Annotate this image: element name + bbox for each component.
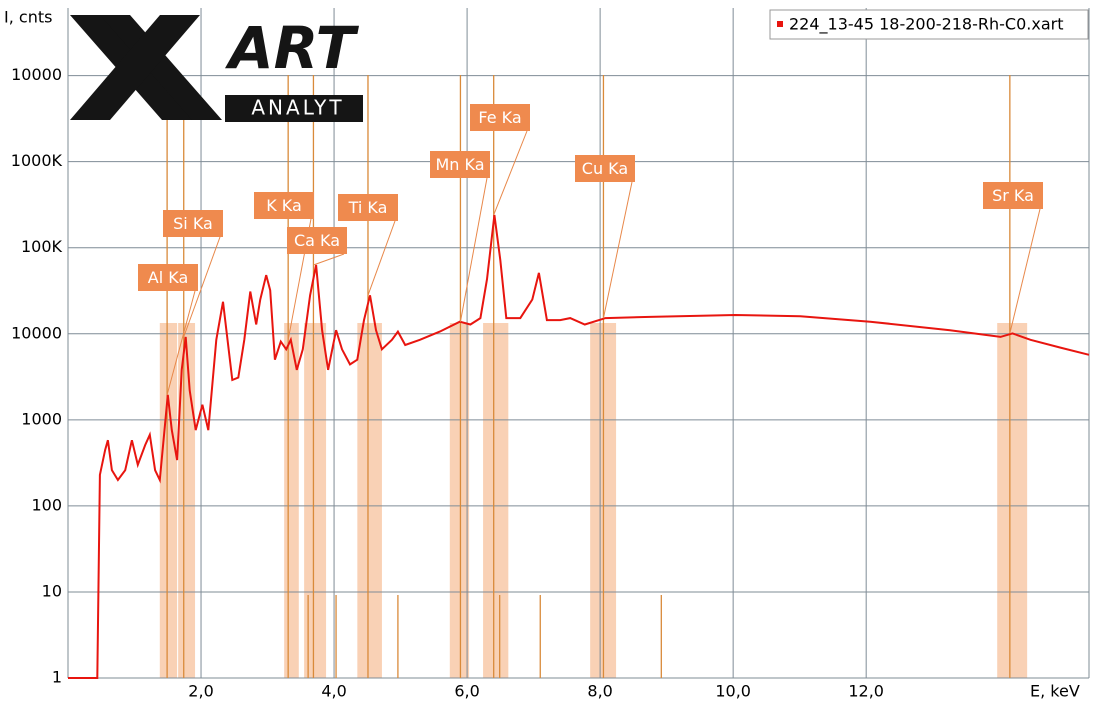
leader-line	[183, 236, 221, 338]
y-tick-label: 1000	[21, 409, 62, 428]
leader-line	[602, 181, 633, 319]
x-tick-label: 2,0	[188, 682, 213, 701]
element-label: Sr Ka	[992, 186, 1034, 205]
element-label-box	[338, 194, 398, 221]
logo: ART ANALYT	[70, 14, 363, 122]
leader-line	[459, 177, 488, 322]
element-label-box	[575, 155, 635, 182]
element-label-box	[287, 227, 347, 254]
element-label-box	[138, 264, 198, 291]
leader-line	[313, 253, 345, 266]
logo-shape	[100, 15, 222, 120]
y-axis-title: I, cnts	[4, 8, 52, 27]
roi-band	[357, 323, 382, 678]
y-tick-label: 100K	[21, 237, 63, 256]
element-label: Ca Ka	[294, 231, 340, 250]
x-tick-label: 6,0	[454, 682, 479, 701]
x-tick-label: 12,0	[848, 682, 884, 701]
element-label: Mn Ka	[435, 155, 484, 174]
leader-line	[493, 130, 528, 216]
x-tick-label: 4,0	[321, 682, 346, 701]
roi-band	[178, 323, 196, 678]
legend: 224_13-45 18-200-218-Rh-C0.xart	[769, 9, 1089, 40]
x-axis-title: E, keV	[1030, 682, 1080, 701]
element-label: K Ka	[266, 196, 302, 215]
legend-box	[769, 9, 1089, 40]
logo-shape	[70, 15, 200, 120]
y-tick-label: 100	[31, 495, 62, 514]
logo-text: ART	[225, 14, 360, 82]
y-tick-label: 1	[52, 668, 62, 687]
element-label-box	[470, 104, 530, 131]
element-label: Si Ka	[173, 214, 213, 233]
roi-band	[449, 323, 470, 678]
element-label: Al Ka	[148, 268, 189, 287]
roi-band	[284, 323, 299, 678]
roi-band	[304, 323, 327, 678]
legend-swatch	[777, 21, 783, 27]
x-tick-label: 10,0	[715, 682, 751, 701]
element-label-box	[430, 151, 490, 178]
legend-label: 224_13-45 18-200-218-Rh-C0.xart	[789, 15, 1063, 35]
roi-band	[483, 323, 509, 678]
element-label: Ti Ka	[348, 198, 388, 217]
element-label: Fe Ka	[478, 108, 521, 127]
plot-area: Al Ka Si Ka K Ka Ca Ka Ti Ka Mn Ka Fe Ka Cu Ka S…	[67, 8, 1090, 679]
spectrum-line	[68, 214, 1090, 679]
y-tick-label: 10000	[11, 323, 62, 342]
element-label: Cu Ka	[582, 159, 628, 178]
element-label-box	[163, 210, 223, 237]
leader-line	[1009, 208, 1041, 334]
y-tick-label: 10	[42, 581, 62, 600]
element-label-box	[983, 182, 1043, 209]
y-tick-label: 1000K	[11, 151, 63, 170]
logo-bar	[225, 95, 363, 122]
logo-subtext: ANALYT	[251, 96, 344, 120]
y-tick-label: 10000	[11, 65, 62, 84]
roi-band	[997, 323, 1028, 678]
element-label-box	[254, 192, 314, 219]
leader-line	[166, 290, 196, 395]
x-tick-label: 8,0	[587, 682, 612, 701]
roi-band	[159, 323, 178, 678]
leader-line	[367, 220, 396, 296]
